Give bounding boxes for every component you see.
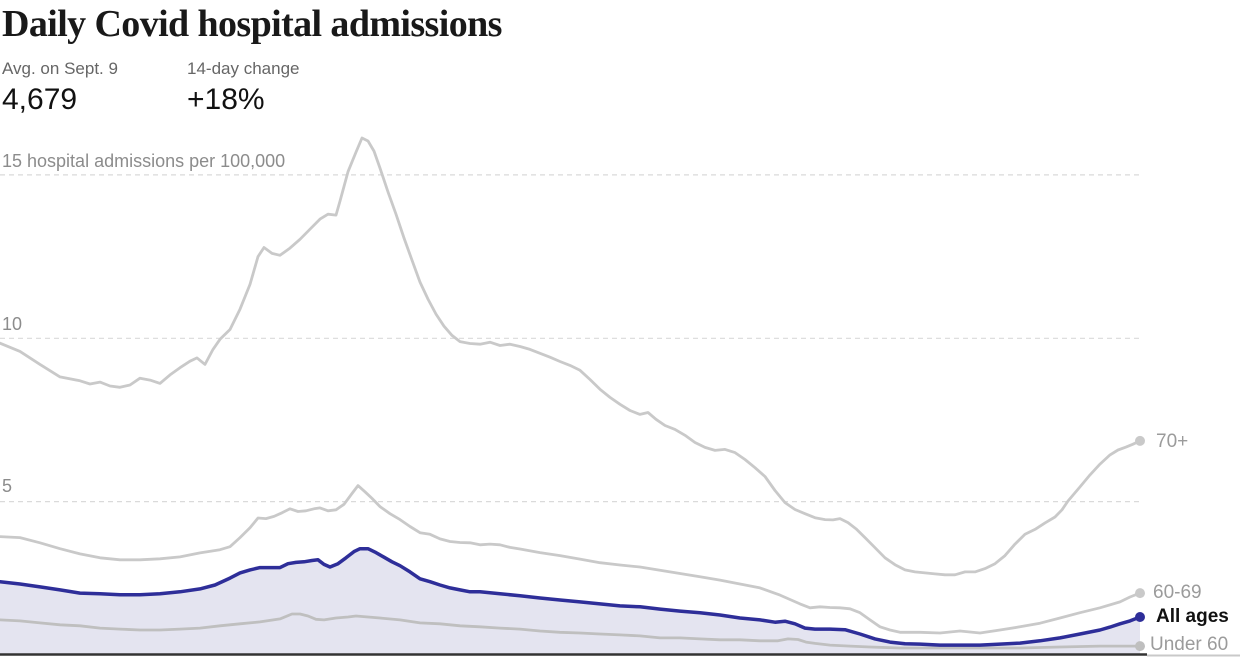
y-axis-label-10: 10: [2, 314, 23, 334]
series-label-under60: Under 60: [1150, 634, 1229, 655]
series-line-under60: [0, 612, 1142, 650]
y-axis-label-5: 5: [2, 476, 13, 496]
stat-label-average: Avg. on Sept. 9: [2, 59, 118, 78]
endpoint-dot-under-60: [1135, 641, 1145, 652]
stat-value-average: 4,679: [2, 83, 78, 116]
stat-block-change: 14-day change +18%: [187, 59, 299, 116]
endpoint-dot-70-: [1135, 435, 1145, 446]
chart-title: Daily Covid hospital admissions: [2, 3, 502, 45]
series-label-70plus: 70+: [1156, 431, 1189, 452]
endpoint-dot-60-69: [1135, 588, 1145, 599]
stat-label-change: 14-day change: [187, 59, 300, 78]
series-label-all-ages: All ages: [1156, 606, 1229, 627]
series-label-60-69: 60-69: [1153, 582, 1202, 603]
series-line-all-ages: [0, 546, 1142, 647]
series-line-70plus: [0, 136, 1142, 577]
series-line-60-69: [0, 484, 1142, 635]
stat-value-change: +18%: [187, 83, 265, 116]
y-axis-label-15: 15 hospital admissions per 100,000: [2, 151, 286, 171]
stat-block-average: Avg. on Sept. 9 4,679: [2, 59, 118, 116]
endpoint-dot-all-ages: [1135, 612, 1145, 622]
